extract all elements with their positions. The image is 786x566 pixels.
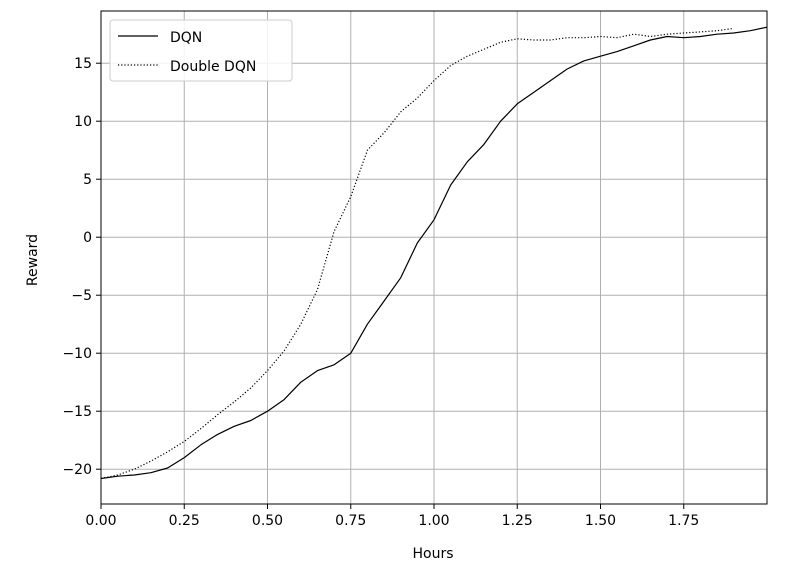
- y-tick-label: −15: [62, 404, 92, 420]
- x-axis-ticks: 0.00 0.25 0.50 0.75 1.00 1.25 1.50 1.75: [85, 504, 699, 529]
- legend-label-double-dqn: Double DQN: [170, 59, 256, 75]
- legend: DQN Double DQN: [109, 19, 293, 82]
- x-tick-label: 1.25: [502, 513, 533, 529]
- x-tick-label: 1.00: [418, 513, 449, 529]
- y-tick-label: 15: [74, 56, 92, 72]
- x-tick-label: 0.75: [335, 513, 366, 529]
- y-tick-label: 0: [83, 230, 92, 246]
- grid: [100, 11, 767, 504]
- series-lines: [100, 26, 768, 480]
- x-tick-label: 0.50: [252, 513, 283, 529]
- x-tick-label: 0.25: [169, 513, 200, 529]
- legend-box: [109, 19, 293, 82]
- y-axis-label: Reward: [25, 234, 41, 286]
- y-tick-label: 10: [74, 114, 92, 130]
- x-axis-label: Hours: [412, 546, 453, 562]
- y-tick-label: −10: [62, 346, 92, 362]
- y-axis-ticks: −20 −15 −10 −5 0 5 10 15: [62, 56, 101, 478]
- y-tick-label: −5: [71, 288, 92, 304]
- x-tick-label: 1.50: [585, 513, 616, 529]
- series-line-dqn: [100, 26, 768, 480]
- legend-label-dqn: DQN: [170, 30, 202, 46]
- y-tick-label: −20: [62, 462, 92, 478]
- x-tick-label: 1.75: [668, 513, 699, 529]
- x-tick-label: 0.00: [85, 513, 116, 529]
- y-tick-label: 5: [83, 172, 92, 188]
